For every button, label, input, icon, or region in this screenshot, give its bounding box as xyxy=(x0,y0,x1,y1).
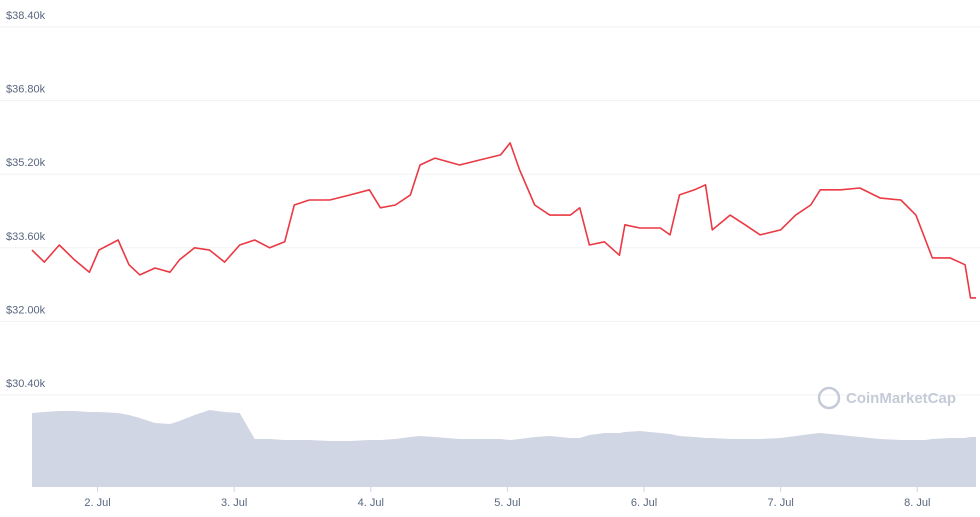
price-line xyxy=(31,142,976,299)
x-tick-label: 3. Jul xyxy=(221,497,247,509)
y-tick-label: $33.60k xyxy=(6,231,46,243)
x-tick-label: 6. Jul xyxy=(631,497,657,509)
y-tick-label: $36.80k xyxy=(6,84,46,96)
plot: $30.40k $32.00k $33.60k $35.20k $36.80k $38.4… xyxy=(0,10,980,509)
volume-area xyxy=(32,410,976,487)
x-tick-label: 7. Jul xyxy=(767,497,793,509)
x-tick-label: 4. Jul xyxy=(358,497,384,509)
x-tick-label: 2. Jul xyxy=(84,497,110,509)
y-tick-label: $32.00k xyxy=(6,304,46,316)
y-tick-label: $35.20k xyxy=(6,157,46,169)
x-tick-label: 8. Jul xyxy=(904,497,930,509)
y-tick-label: $38.40k xyxy=(6,10,46,22)
watermark: CoinMarketCap xyxy=(817,386,956,410)
y-tick-label: $30.40k xyxy=(6,378,46,390)
watermark-text: CoinMarketCap xyxy=(846,390,956,407)
x-tick-label: 5. Jul xyxy=(494,497,520,509)
watermark-logo xyxy=(817,386,841,410)
